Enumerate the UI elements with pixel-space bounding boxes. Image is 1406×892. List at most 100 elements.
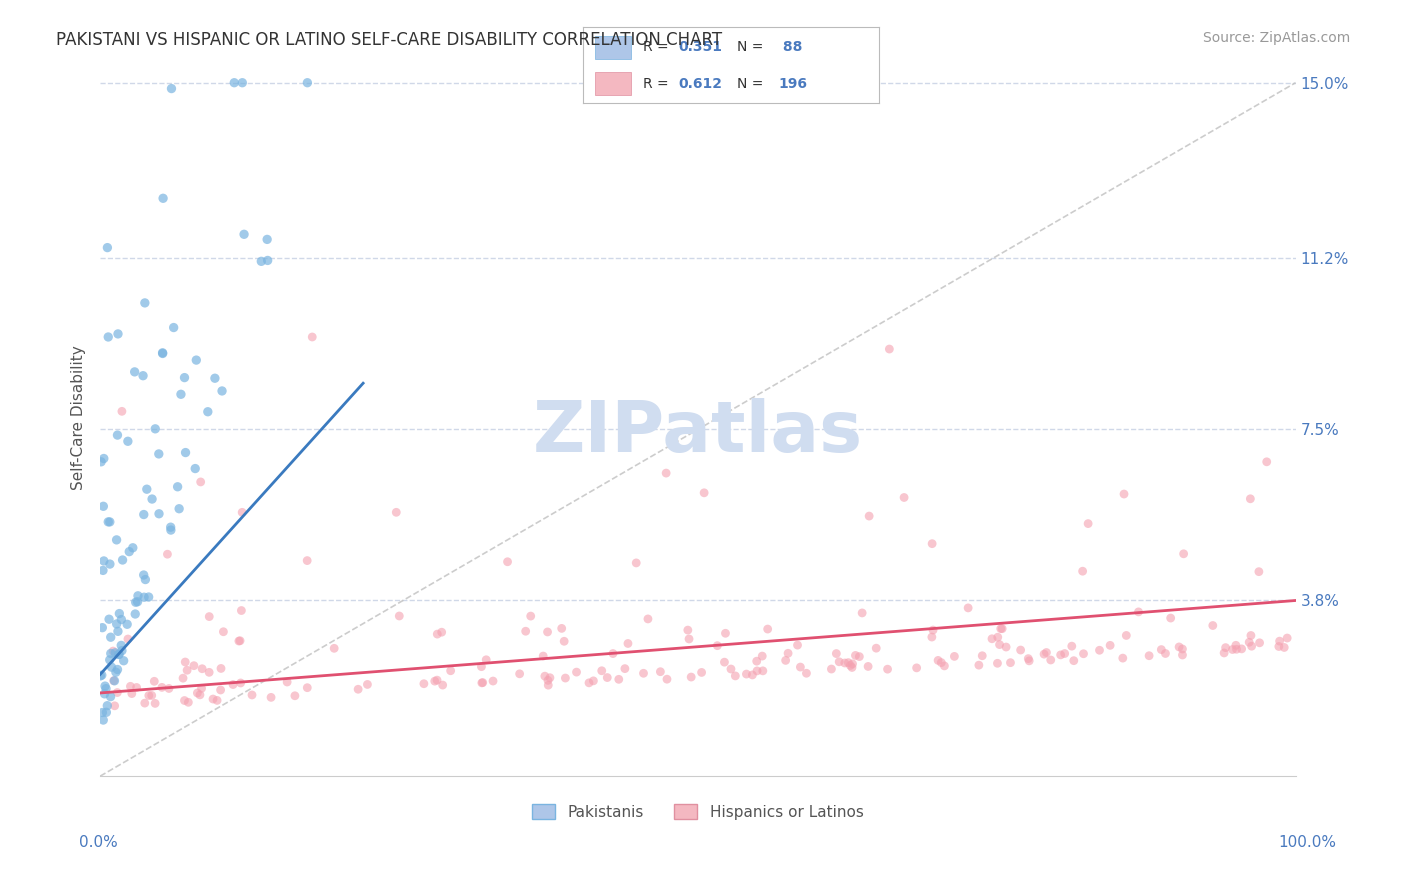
Point xyxy=(987,630,1010,644)
Text: 0.0%: 0.0% xyxy=(79,836,118,850)
Point xyxy=(276,675,298,690)
Point xyxy=(100,690,122,704)
Point xyxy=(1225,638,1247,652)
Point xyxy=(160,81,183,95)
Point xyxy=(582,673,605,688)
Point xyxy=(301,330,323,344)
Point xyxy=(693,485,716,500)
Point xyxy=(100,660,122,674)
Point xyxy=(125,681,148,695)
Point xyxy=(104,665,127,680)
Point xyxy=(176,663,198,677)
Point xyxy=(934,659,956,673)
Point xyxy=(94,681,117,696)
Point xyxy=(96,698,118,713)
Point xyxy=(229,676,252,690)
Point xyxy=(537,673,560,688)
Point xyxy=(554,671,576,685)
Point xyxy=(607,673,630,687)
Point xyxy=(93,500,115,514)
Point xyxy=(323,641,346,656)
Point xyxy=(1237,635,1260,649)
Point xyxy=(118,544,141,558)
Point xyxy=(751,649,773,664)
Point xyxy=(148,507,170,521)
Point xyxy=(148,447,170,461)
Text: 196: 196 xyxy=(779,77,807,91)
Point xyxy=(1240,639,1263,653)
Point xyxy=(157,681,180,696)
Point xyxy=(1268,640,1291,654)
Point xyxy=(482,674,505,689)
Point xyxy=(297,681,319,695)
Point xyxy=(1215,640,1237,655)
Point xyxy=(1150,642,1173,657)
Point xyxy=(841,660,863,674)
Point xyxy=(132,568,155,582)
Point xyxy=(981,632,1004,646)
Point xyxy=(713,655,735,669)
Point xyxy=(1213,646,1236,660)
Point xyxy=(423,674,446,689)
Point xyxy=(426,673,449,688)
Point xyxy=(103,673,125,688)
Point xyxy=(103,673,125,688)
Point xyxy=(105,685,128,699)
Point xyxy=(1168,640,1191,654)
Point xyxy=(115,617,138,632)
Point xyxy=(1230,641,1253,656)
Point xyxy=(741,668,763,682)
Point xyxy=(1018,654,1040,668)
Point xyxy=(536,624,558,639)
Text: R =: R = xyxy=(643,77,672,91)
Point xyxy=(602,647,624,661)
Point xyxy=(143,674,166,689)
Point xyxy=(250,254,273,268)
Point xyxy=(107,326,129,341)
Point xyxy=(97,515,120,529)
Point xyxy=(134,296,156,310)
Point xyxy=(633,666,655,681)
Point xyxy=(177,695,200,709)
Point xyxy=(756,622,779,636)
Point xyxy=(141,491,163,506)
Point xyxy=(538,671,561,685)
Point xyxy=(1272,640,1295,655)
Point xyxy=(613,662,636,676)
Point xyxy=(98,515,121,529)
Point xyxy=(107,663,129,677)
Point xyxy=(617,636,640,650)
Point xyxy=(260,690,283,705)
Point xyxy=(681,670,703,684)
Point xyxy=(297,76,319,90)
Point xyxy=(706,639,728,653)
Point xyxy=(655,466,678,480)
Point xyxy=(1112,487,1135,501)
Point xyxy=(205,693,228,707)
Point xyxy=(828,655,851,669)
Point xyxy=(156,547,179,561)
Point xyxy=(186,353,208,368)
Text: ZIPatlas: ZIPatlas xyxy=(533,398,863,467)
Point xyxy=(1128,605,1150,619)
Point xyxy=(786,638,808,652)
Point xyxy=(851,606,873,620)
Point xyxy=(921,536,943,550)
Point xyxy=(104,646,127,660)
Point xyxy=(256,232,278,246)
Point xyxy=(120,679,142,693)
Point xyxy=(231,76,253,90)
Point xyxy=(553,634,575,648)
Point xyxy=(110,612,132,626)
Point xyxy=(1171,648,1194,662)
Point xyxy=(1222,642,1244,657)
Point xyxy=(778,646,800,660)
Point xyxy=(100,630,122,644)
Point xyxy=(166,480,188,494)
Point xyxy=(1249,636,1271,650)
Legend: Pakistanis, Hispanics or Latinos: Pakistanis, Hispanics or Latinos xyxy=(526,797,869,826)
Point xyxy=(163,320,186,334)
Point xyxy=(204,371,226,385)
Point xyxy=(1035,646,1057,660)
Point xyxy=(388,609,411,624)
